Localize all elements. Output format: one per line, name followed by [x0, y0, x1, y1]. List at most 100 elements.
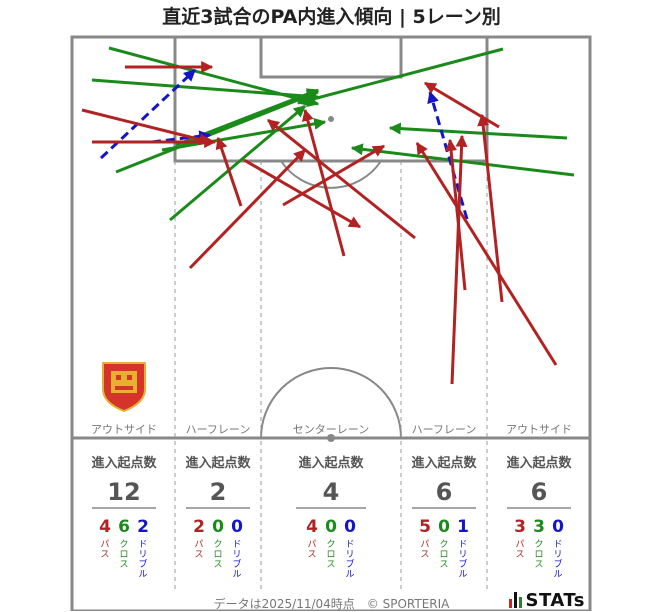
breakdown-label-char: ブ [138, 558, 147, 570]
penalty-spot [328, 116, 334, 122]
penalty-arc [280, 160, 382, 189]
penalty-area [173, 35, 489, 163]
pitch-lines [70, 35, 592, 611]
breakdown-value: 2 [193, 517, 205, 537]
lane-label: ハーフレーン [412, 423, 477, 436]
breakdown-label-char: パ [515, 539, 524, 550]
entry-count-heading: 進入起点数 [298, 455, 364, 471]
pass-arrow [445, 138, 467, 291]
chart-title: 直近3試合のPA内進入傾向 | 5レーン別 [162, 6, 501, 28]
breakdown-label-char: ロ [213, 550, 222, 560]
breakdown-label-char: ル [138, 570, 147, 580]
breakdown-label-char: リ [553, 550, 562, 560]
pass-arrow [301, 108, 346, 257]
breakdown-label-char: ド [345, 540, 354, 550]
entry-count-heading: 進入起点数 [506, 455, 572, 471]
breakdown-value: 0 [552, 517, 564, 537]
breakdown-label-char: リ [138, 550, 147, 560]
entry-count-heading: 進入起点数 [411, 455, 477, 471]
breakdown-label-char: ス [515, 550, 524, 560]
pass-arrow [188, 148, 307, 270]
brand-logo: STATs [508, 590, 585, 611]
team-crest [102, 362, 146, 413]
breakdown-value: 3 [514, 517, 526, 537]
cross-arrow [91, 78, 320, 103]
breakdown-label-char: パ [420, 539, 429, 550]
breakdown-label-char: ク [326, 539, 335, 550]
breakdown-value: 6 [118, 517, 130, 537]
breakdown-label-char: パ [194, 539, 203, 550]
breakdown-label-char: ク [439, 539, 448, 550]
breakdown-label-char: ロ [326, 550, 335, 560]
cross-arrow [169, 104, 306, 222]
entry-count-total: 6 [531, 478, 548, 506]
cross-arrow [296, 47, 504, 107]
entry-count-total: 4 [323, 478, 340, 506]
breakdown-label-char: ル [553, 570, 562, 580]
center-spot [327, 434, 335, 442]
breakdown-label-char: ロ [534, 550, 543, 560]
breakdown-value: 5 [419, 517, 431, 537]
breakdown-value: 4 [306, 517, 318, 537]
brand-name: STATs [525, 590, 585, 611]
cross-arrow [115, 90, 320, 174]
breakdown-label-char: パ [307, 539, 316, 550]
breakdown-value: 0 [438, 517, 450, 537]
breakdown-label-char: ロ [439, 550, 448, 560]
breakdown-value: 0 [344, 517, 356, 537]
cross-arrow [161, 117, 327, 152]
breakdown-label-char: ル [232, 570, 241, 580]
breakdown-label-char: ス [439, 560, 448, 570]
entry-count-heading: 進入起点数 [185, 455, 251, 471]
entry-count-total: 12 [107, 478, 140, 506]
breakdown-label-char: ス [326, 560, 335, 570]
breakdown-label-char: ド [232, 540, 241, 550]
breakdown-label-char: リ [232, 550, 241, 560]
breakdown-value: 1 [457, 517, 469, 537]
entry-count-total: 6 [436, 478, 453, 506]
pass-arrow [450, 134, 468, 385]
breakdown-label-char: ブ [458, 558, 467, 570]
breakdown-label-char: ク [534, 539, 543, 550]
breakdown-label-char: ド [138, 540, 147, 550]
entry-count-heading: 進入起点数 [91, 455, 157, 471]
stats-logo-icon [508, 592, 523, 608]
breakdown-label-char: ス [194, 550, 203, 560]
breakdown-label-char: ス [420, 550, 429, 560]
breakdown-label-char: ス [119, 560, 128, 570]
breakdown-label-char: ル [345, 570, 354, 580]
breakdown-value: 0 [212, 517, 224, 537]
lane-label: アウトサイド [91, 423, 157, 436]
breakdown-label-char: ド [553, 540, 562, 550]
breakdown-label-char: ス [100, 550, 109, 560]
pass-arrow [267, 118, 416, 240]
breakdown-label-char: ス [534, 560, 543, 570]
breakdown-label-char: ク [119, 539, 128, 550]
breakdown-label-char: パ [100, 539, 109, 550]
pass-arrow [282, 144, 386, 207]
lane-label: ハーフレーン [186, 423, 251, 436]
center-circle [260, 367, 402, 439]
entry-count-total: 2 [210, 478, 227, 506]
breakdown-label-char: ド [458, 540, 467, 550]
goal-area [259, 35, 403, 79]
breakdown-label-char: ブ [345, 558, 354, 570]
footer-credit: データは2025/11/04時点 © SPORTERIA [213, 597, 450, 611]
cross-arrow [350, 143, 575, 177]
breakdown-label-char: ス [213, 560, 222, 570]
breakdown-label-char: ブ [553, 558, 562, 570]
arrows-layer [81, 46, 575, 385]
pass-arrow [215, 136, 243, 207]
breakdown-label-char: リ [345, 550, 354, 560]
breakdown-label-char: リ [458, 550, 467, 560]
pass-arrow [81, 108, 212, 146]
breakdown-value: 2 [137, 517, 149, 537]
lane-label: アウトサイド [506, 423, 572, 436]
pass-arrow [415, 141, 558, 366]
breakdown-value: 4 [99, 517, 111, 537]
breakdown-value: 3 [533, 517, 545, 537]
breakdown-label-char: ロ [119, 550, 128, 560]
breakdown-value: 0 [231, 517, 243, 537]
breakdown-label-char: ス [307, 550, 316, 560]
